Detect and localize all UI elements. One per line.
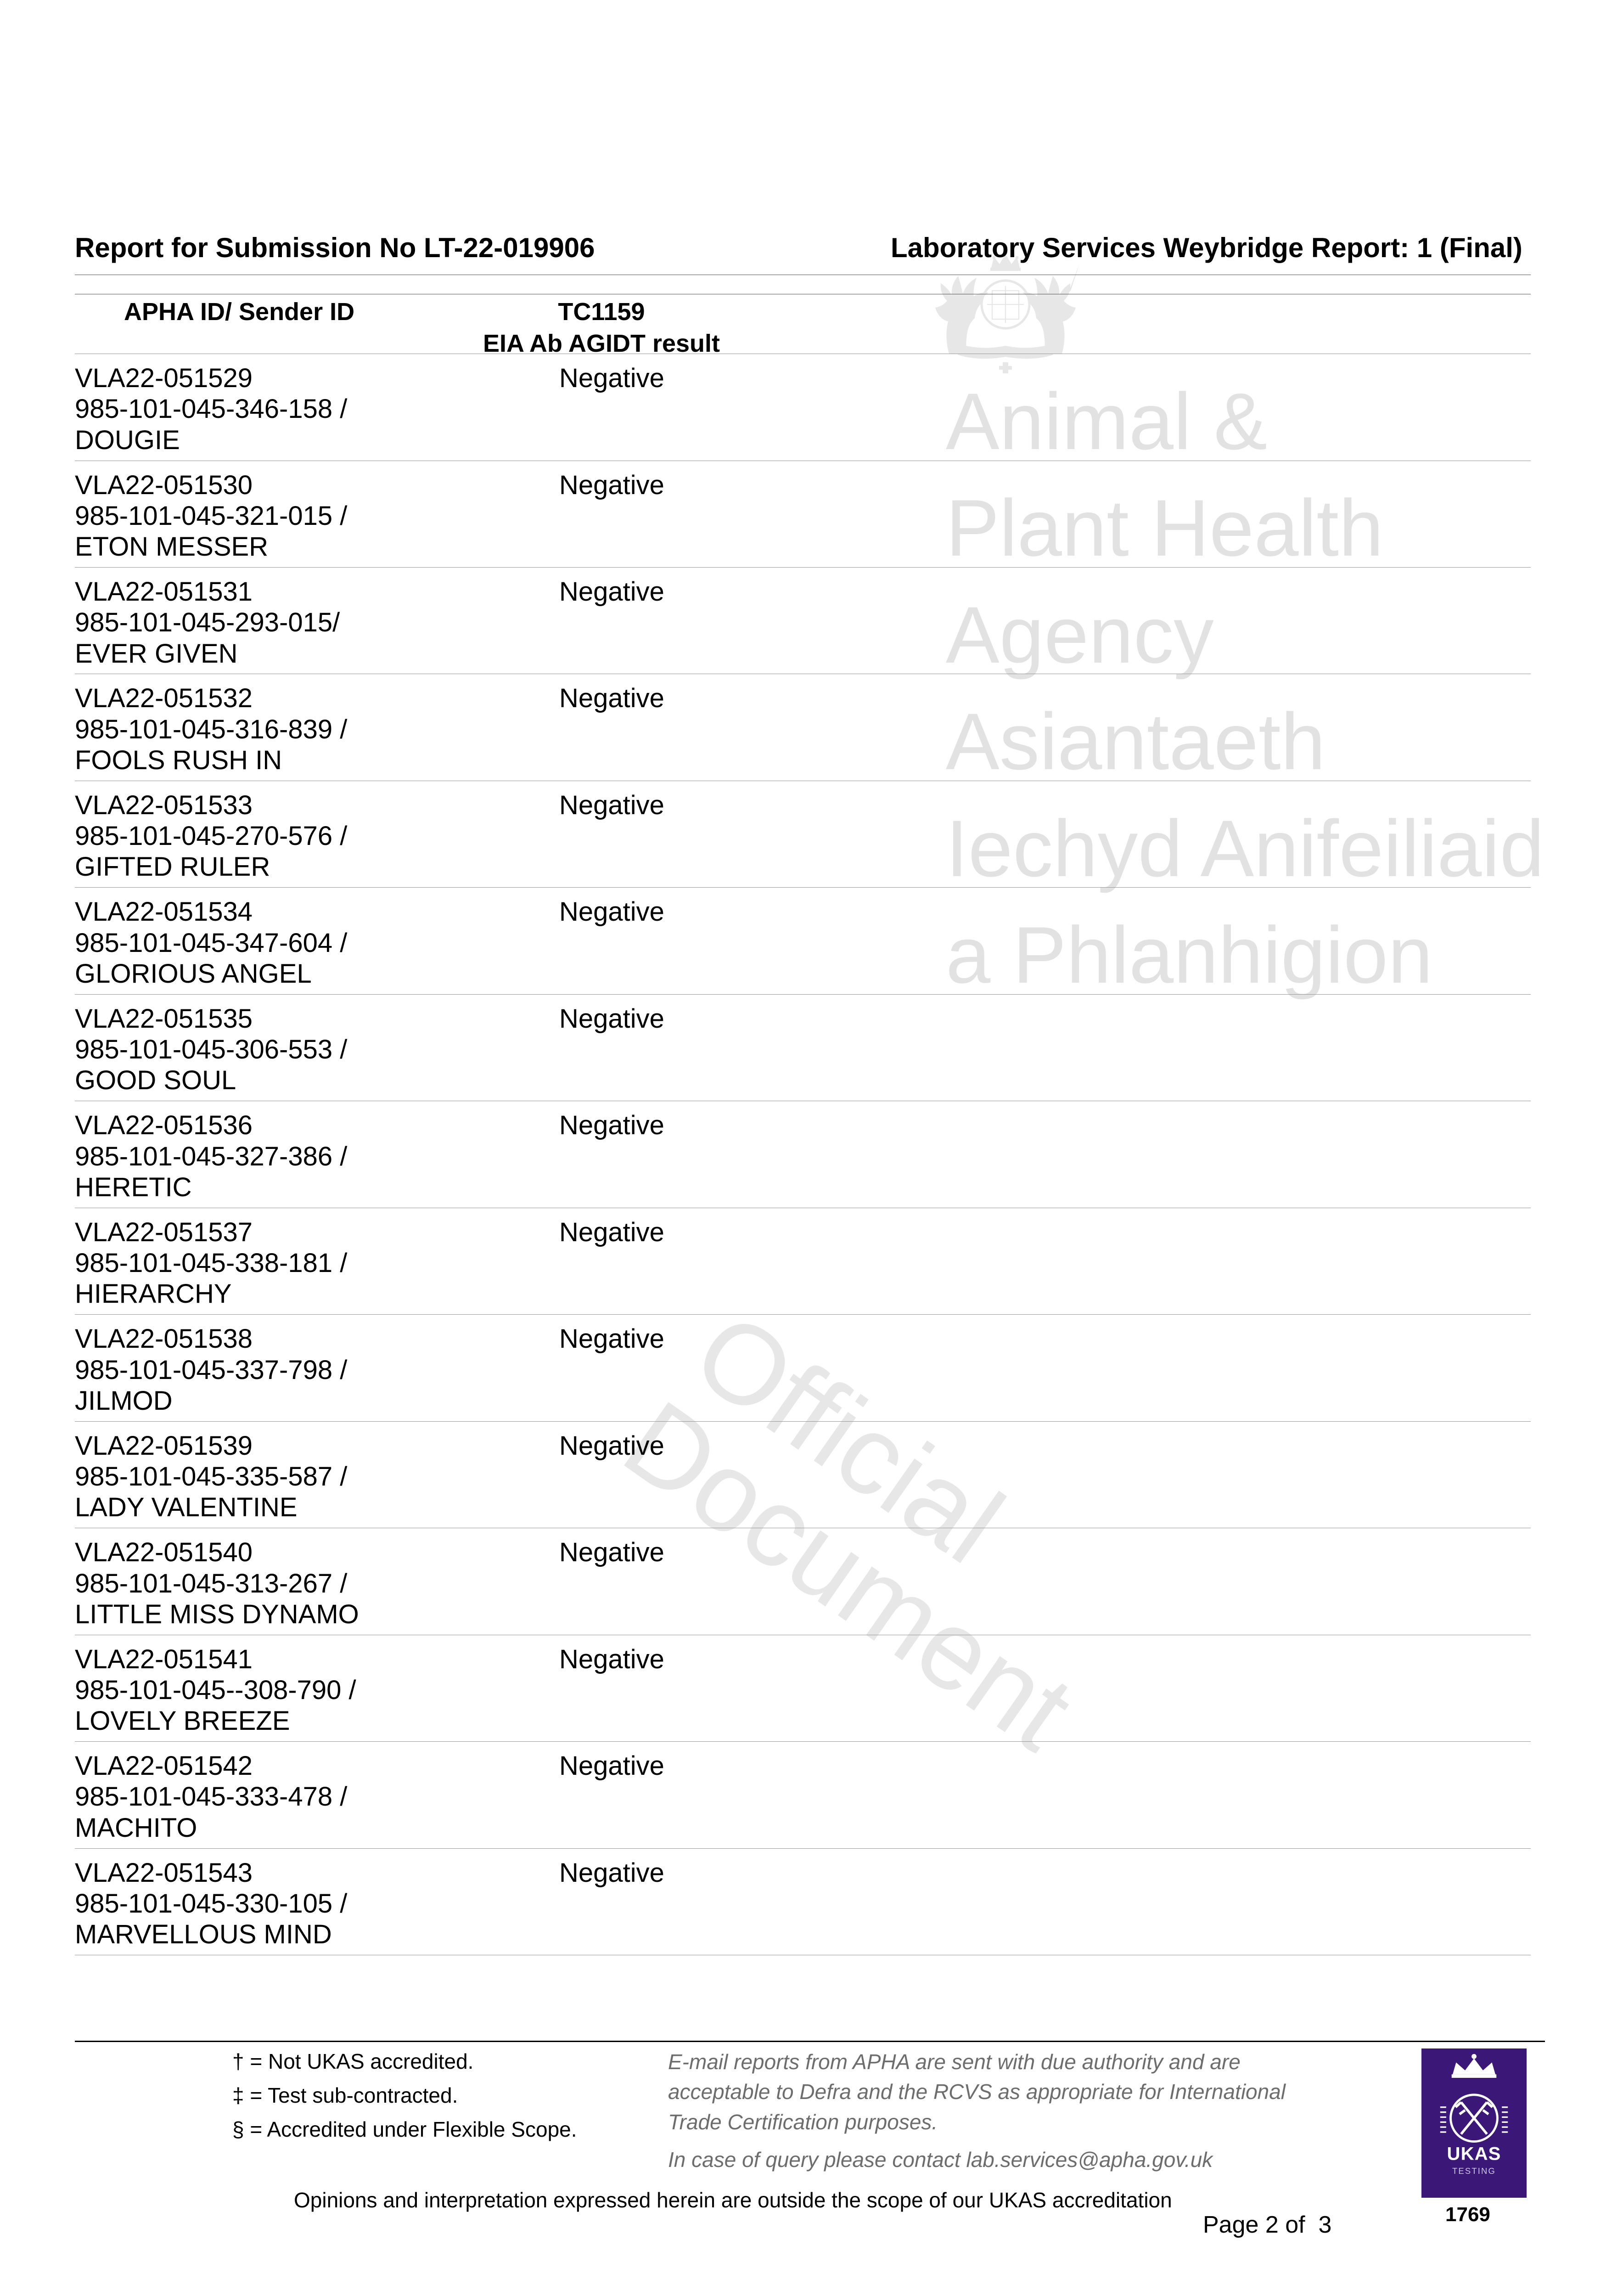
svg-text:TESTING: TESTING — [1452, 2166, 1496, 2176]
svg-text:UKAS: UKAS — [1447, 2144, 1501, 2164]
